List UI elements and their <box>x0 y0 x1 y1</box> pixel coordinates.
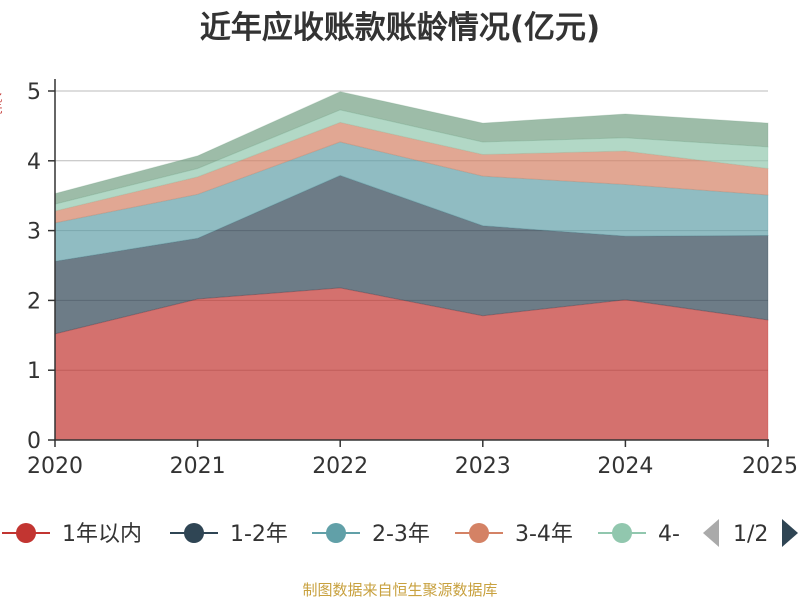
legend-item-2-3年[interactable]: 2-3年 <box>312 522 430 547</box>
x-tick-label-2021: 2021 <box>170 454 226 479</box>
legend-marker-1年以内 <box>16 523 36 543</box>
data-source-note: 制图数据来自恒生聚源数据库 <box>302 581 498 599</box>
legend-page-indicator: 1/2 <box>733 522 768 547</box>
y-tick-label-4: 4 <box>27 150 41 175</box>
legend-marker-3-4年 <box>469 523 489 543</box>
x-tick-label-2023: 2023 <box>455 454 511 479</box>
legend-label-1年以内: 1年以内 <box>62 522 142 547</box>
y-axis-label: 亿元 <box>0 92 3 114</box>
legend-marker-1-2年 <box>184 523 204 543</box>
x-tick-label-2022: 2022 <box>312 454 368 479</box>
area-series <box>54 91 769 441</box>
legend-marker-4- <box>612 523 632 543</box>
legend[interactable]: 1年以内 1-2年 2-3年 3-4年 4- 1/2 <box>2 519 798 547</box>
legend-item-3-4年[interactable]: 3-4年 <box>455 522 573 547</box>
y-tick-label-3: 3 <box>27 220 41 245</box>
axes <box>48 79 769 447</box>
x-tick-label-2024: 2024 <box>597 454 653 479</box>
area-5年以上 <box>54 91 769 205</box>
legend-label-1-2年: 1-2年 <box>230 522 288 547</box>
legend-next-page-icon[interactable] <box>782 519 798 547</box>
area-1年以内 <box>54 287 769 441</box>
legend-marker-2-3年 <box>326 523 346 543</box>
tick-labels: 0 1 2 3 4 5 2020 2021 2022 2023 2024 2025 <box>27 80 798 479</box>
legend-item-1年以内[interactable]: 1年以内 <box>2 522 142 547</box>
legend-label-4-: 4- <box>658 522 680 547</box>
x-tick-label-2020: 2020 <box>27 454 83 479</box>
x-tick-label-2025: 2025 <box>742 454 798 479</box>
legend-item-1-2年[interactable]: 1-2年 <box>170 522 288 547</box>
y-tick-label-0: 0 <box>27 429 41 454</box>
legend-item-4-[interactable]: 4- <box>598 522 680 547</box>
y-tick-label-2: 2 <box>27 289 41 314</box>
y-tick-label-1: 1 <box>27 359 41 384</box>
y-tick-label-5: 5 <box>27 80 41 105</box>
chart-title: 近年应收账款账龄情况(亿元) <box>199 10 601 46</box>
legend-label-3-4年: 3-4年 <box>515 522 573 547</box>
legend-label-2-3年: 2-3年 <box>372 522 430 547</box>
legend-prev-page-icon[interactable] <box>703 519 719 547</box>
